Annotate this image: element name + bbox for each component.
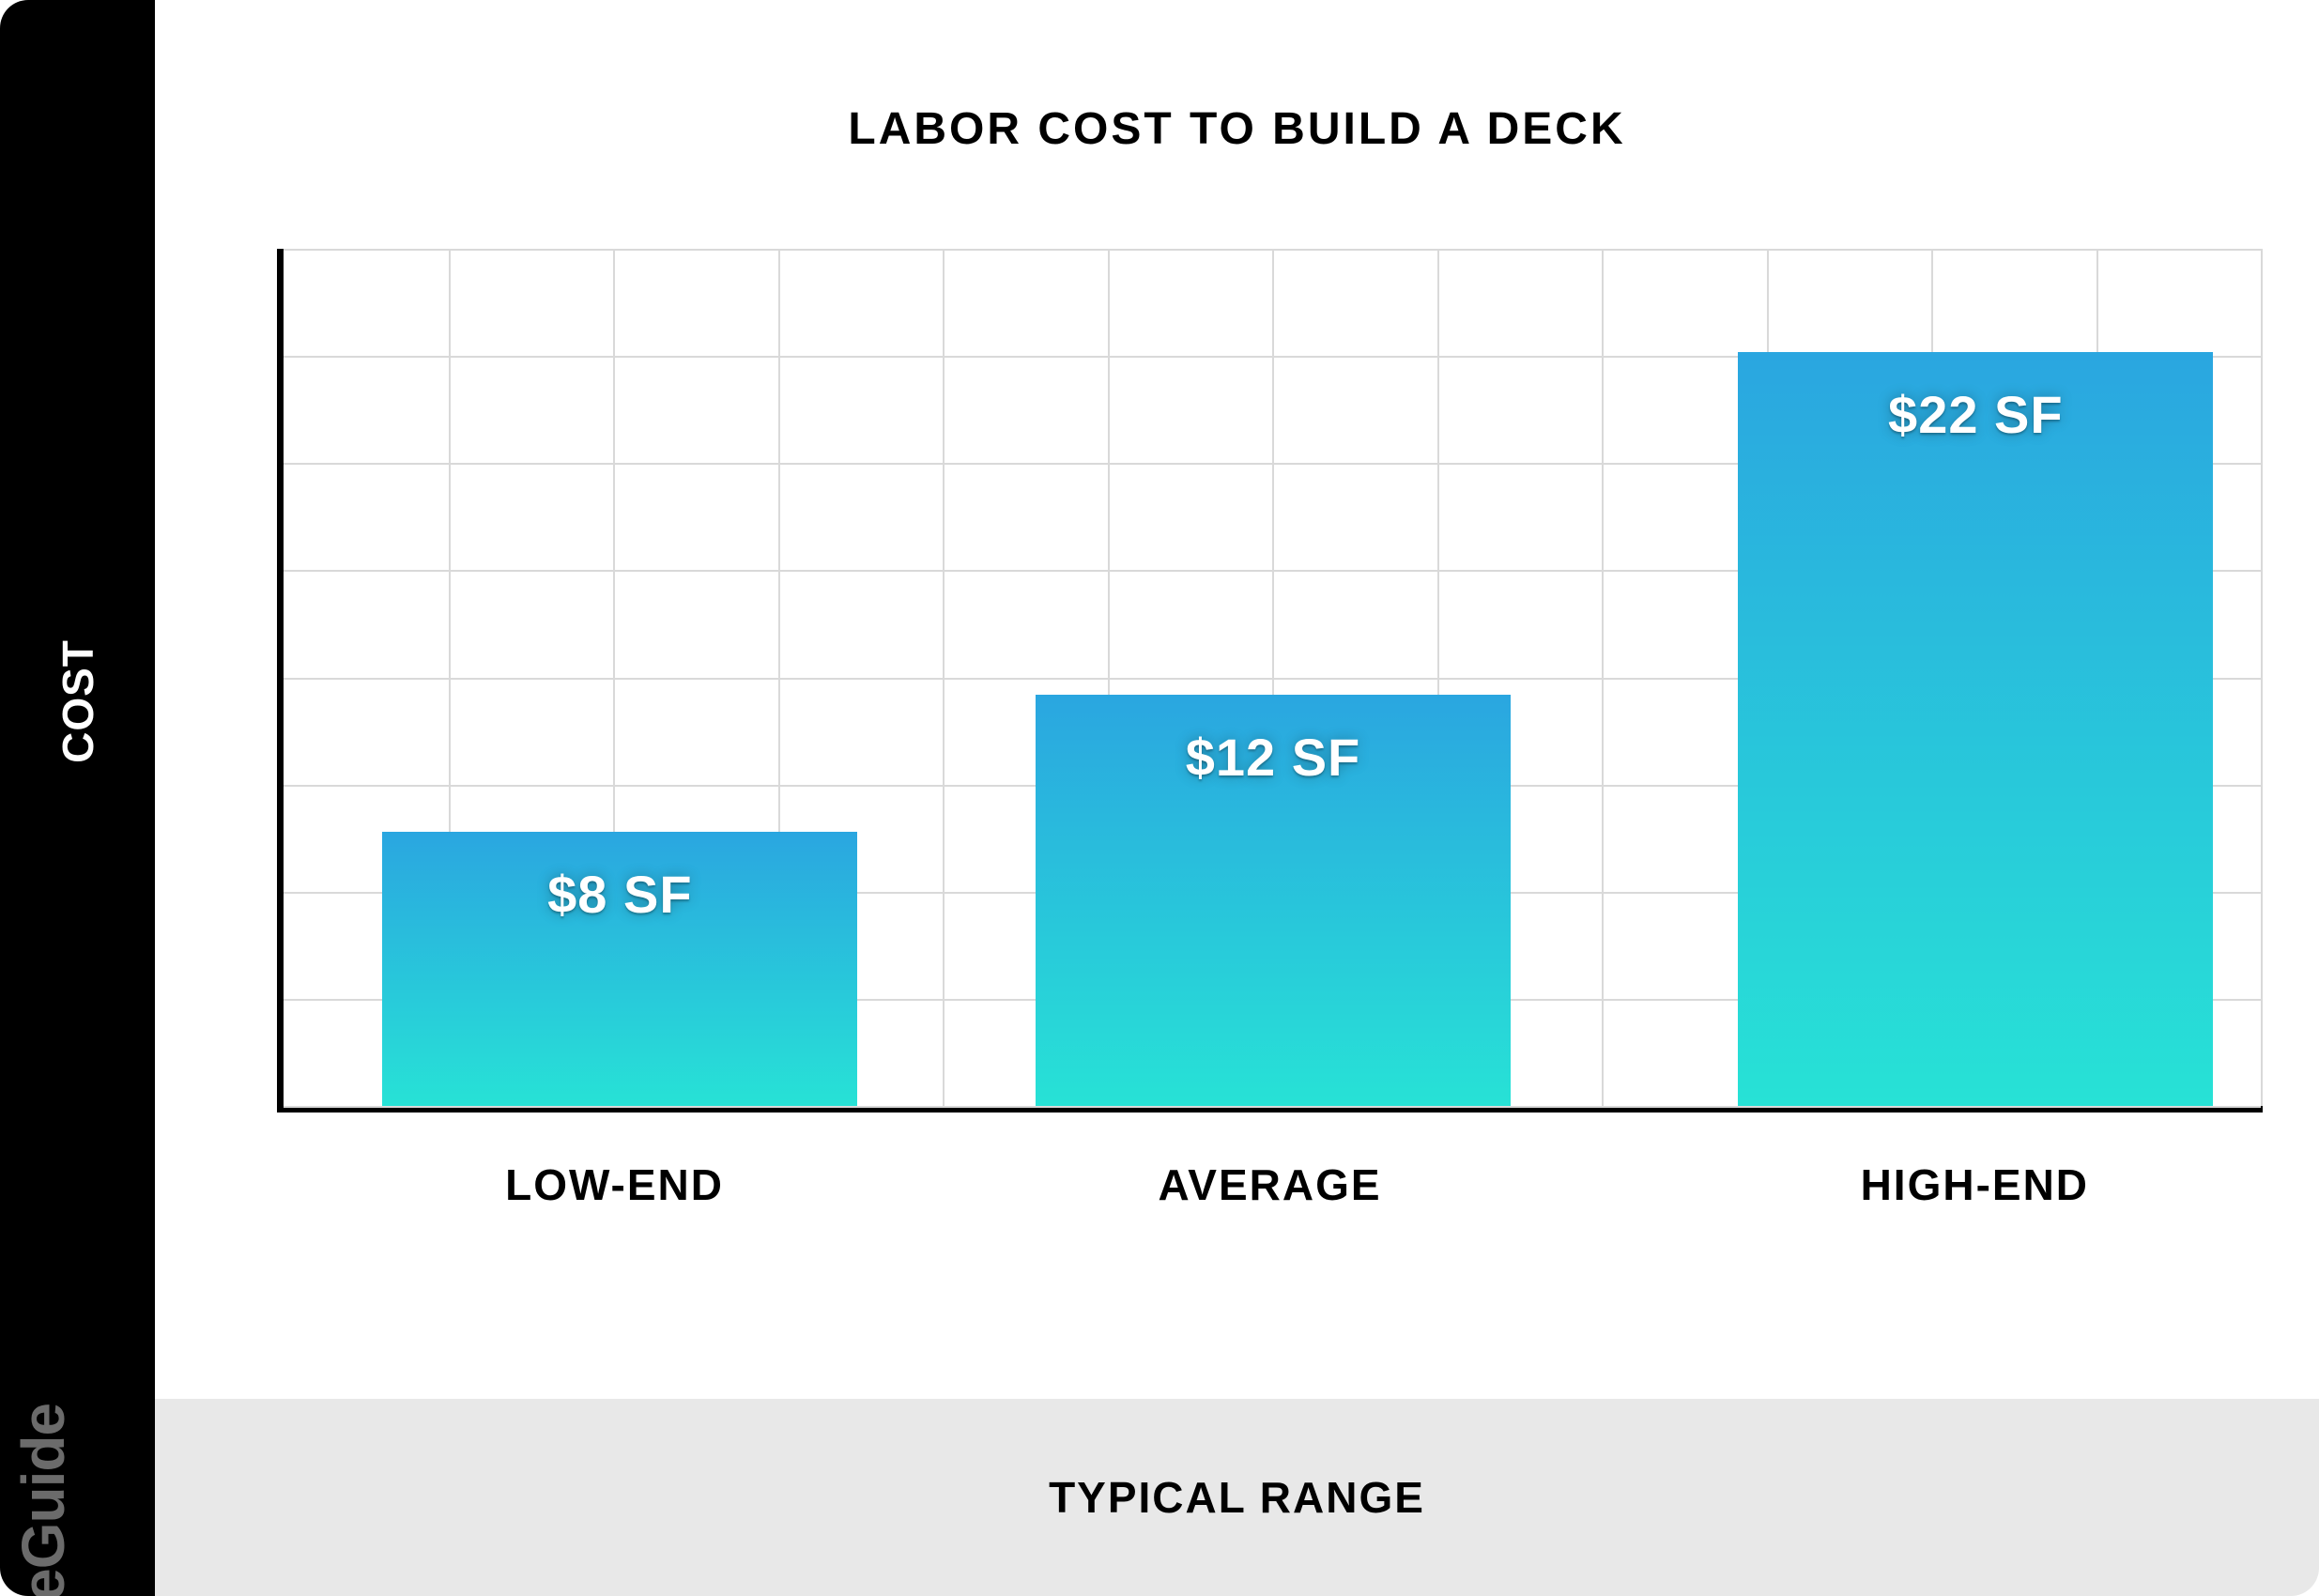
x-tick-label: LOW-END — [505, 1159, 724, 1210]
sidebar: COST HomeGuide — [0, 0, 155, 1596]
x-tick-label: HIGH-END — [1861, 1159, 2089, 1210]
infographic-card: COST HomeGuide LABOR COST TO BUILD A DEC… — [0, 0, 2319, 1596]
bar: $22 SF — [1738, 352, 2213, 1106]
y-axis-label: COST — [53, 639, 103, 763]
bar-value-label: $22 SF — [1738, 384, 2213, 445]
plot-area: $8 SF $12 SF $22 SF — [277, 249, 2263, 1113]
bar-value-label: $12 SF — [1036, 727, 1511, 788]
x-axis-title: TYPICAL RANGE — [1049, 1472, 1425, 1523]
chart-wrap: $8 SF $12 SF $22 SF LOW-END AVERAGE HIGH-END — [277, 249, 2263, 1399]
x-tick-label: AVERAGE — [1158, 1159, 1381, 1210]
bars-container: $8 SF $12 SF $22 SF — [284, 249, 2263, 1106]
x-axis-labels: LOW-END AVERAGE HIGH-END — [277, 1159, 2263, 1235]
brand-name: HomeGuide — [8, 1404, 78, 1596]
bar-value-label: $8 SF — [382, 864, 857, 925]
chart-title: LABOR COST TO BUILD A DECK — [155, 0, 2319, 155]
bar: $8 SF — [382, 832, 857, 1106]
bar: $12 SF — [1036, 695, 1511, 1106]
x-axis-title-band: TYPICAL RANGE — [155, 1399, 2319, 1596]
content-area: LABOR COST TO BUILD A DECK $8 SF $12 SF $2… — [155, 0, 2319, 1596]
